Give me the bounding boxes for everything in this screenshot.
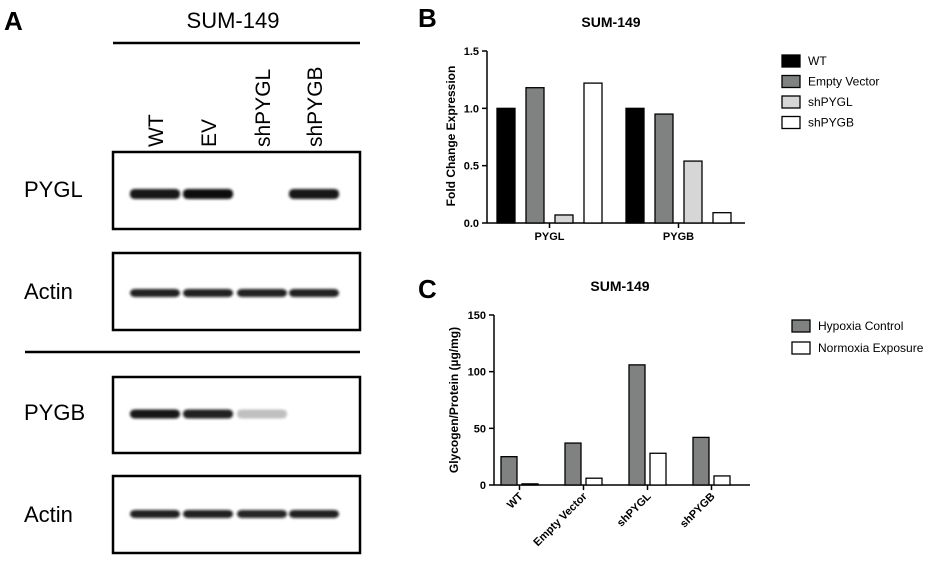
bar-empty-vector-pygl — [525, 87, 545, 224]
bar-empty-vector-pygb — [654, 113, 674, 224]
legend-label-hypoxia-control: Hypoxia Control — [818, 319, 903, 333]
lane-label-wt: WT — [145, 114, 168, 147]
bar-normoxia-exposure-empty-vector — [585, 477, 603, 486]
bar-normoxia-exposure-wt — [521, 483, 539, 486]
panel-a-letter: A — [4, 6, 23, 36]
y-tick-label: 1.5 — [464, 46, 479, 58]
blot-bands — [130, 189, 339, 518]
panel-b-letter: B — [418, 3, 437, 33]
legend-swatch-empty-vector — [781, 74, 801, 89]
y-tick-label: 0.5 — [464, 161, 479, 173]
lane-labels: WT EV shPYGL shPYGB — [145, 66, 327, 147]
bar-hypoxia-control-shpygl — [628, 364, 646, 486]
band-pygl-0-lane-3 — [289, 189, 339, 199]
chart-b-title: SUM-149 — [581, 14, 640, 30]
band-actin-1-lane-1 — [183, 289, 233, 297]
legend-swatch-wt — [781, 54, 801, 68]
bar-hypoxia-control-shpygb — [692, 436, 710, 486]
band-pygl-0-lane-0 — [130, 189, 180, 199]
chart-b-ylabel: Fold Change Expression — [444, 66, 458, 207]
panel-c-letter: C — [418, 274, 437, 304]
band-actin-3-lane-3 — [289, 510, 339, 518]
bar-shpygl-pygb — [683, 160, 703, 224]
legend-label-normoxia-exposure: Normoxia Exposure — [818, 341, 924, 355]
y-tick-label: 100 — [468, 367, 486, 379]
band-pygb-2-lane-0 — [130, 409, 180, 419]
x-tick-label: Empty Vector — [531, 490, 590, 549]
bar-wt-pygb — [625, 107, 645, 224]
panel-b: B SUM-149 Fold Change Expression 0.0 0.5 1… — [418, 3, 879, 243]
y-tick-label: 0 — [480, 480, 486, 492]
legend-label-wt: WT — [808, 54, 827, 68]
y-tick-label: 150 — [468, 310, 486, 322]
chart-b-plot: 0.0 0.5 1.0 1.5 PYGL PYGB — [464, 46, 745, 243]
panel-c: C SUM-149 Glycogen/Protein (µg/mg) 0 50 10… — [418, 274, 924, 549]
lane-label-shpygl: shPYGL — [252, 69, 275, 147]
band-actin-1-lane-2 — [237, 289, 287, 297]
bar-wt-pygl — [496, 107, 516, 224]
x-tick-label: WT — [505, 490, 526, 511]
panel-a: A SUM-149 WT EV shPYGL shPYGB PYGL Actin PY… — [4, 6, 362, 555]
legend-swatch-normoxia-exposure — [791, 341, 811, 355]
blot-label-pygl: PYGL — [24, 177, 83, 202]
bar-hypoxia-control-empty-vector — [564, 442, 582, 486]
legend-label-empty-vector: Empty Vector — [808, 75, 879, 89]
chart-b-legend: WT Empty Vector shPYGL shPYGB — [781, 54, 879, 130]
chart-c-legend: Hypoxia Control Normoxia Exposure — [791, 319, 924, 355]
band-actin-3-lane-2 — [237, 510, 287, 518]
bar-shpygb-pygl — [583, 82, 603, 224]
blot-label-pygb: PYGB — [24, 400, 85, 425]
bar-shpygl-pygl — [554, 214, 574, 224]
band-actin-3-lane-0 — [130, 510, 180, 518]
legend-swatch-hypoxia-control — [791, 319, 811, 333]
legend-label-shpygb: shPYGB — [808, 116, 854, 130]
band-pygl-0-lane-1 — [183, 189, 233, 199]
legend-swatch-shpygl — [781, 95, 801, 109]
legend-swatch-shpygb — [781, 115, 801, 130]
x-tick-label: shPYGB — [678, 491, 718, 531]
legend-label-shpygl: shPYGL — [808, 95, 853, 109]
chart-c-plot: 0 50 100 150 WT Empty Vector shPYGL shPYGB — [468, 310, 750, 549]
bar-normoxia-exposure-shpygb — [713, 475, 731, 486]
bar-hypoxia-control-wt — [500, 456, 518, 486]
bar-shpygb-pygb — [712, 212, 732, 224]
x-tick-label: PYGL — [535, 231, 565, 243]
band-pygb-2-lane-2 — [237, 409, 287, 419]
blot-label-actin-bottom: Actin — [24, 502, 73, 527]
bar-normoxia-exposure-shpygl — [649, 452, 667, 486]
band-actin-3-lane-1 — [183, 510, 233, 518]
chart-c-ylabel: Glycogen/Protein (µg/mg) — [447, 327, 461, 473]
band-actin-1-lane-3 — [289, 289, 339, 297]
x-tick-label: PYGB — [663, 231, 694, 243]
cell-line-label: SUM-149 — [187, 8, 280, 33]
chart-c-title: SUM-149 — [590, 278, 649, 294]
lane-label-ev: EV — [198, 119, 221, 147]
y-tick-label: 0.0 — [464, 218, 479, 230]
y-tick-label: 50 — [474, 423, 486, 435]
blot-label-actin-top: Actin — [24, 279, 73, 304]
y-tick-label: 1.0 — [464, 103, 479, 115]
lane-label-shpygb: shPYGB — [304, 66, 327, 147]
band-actin-1-lane-0 — [130, 289, 180, 297]
x-tick-label: shPYGL — [615, 490, 654, 529]
band-pygb-2-lane-1 — [183, 409, 233, 419]
